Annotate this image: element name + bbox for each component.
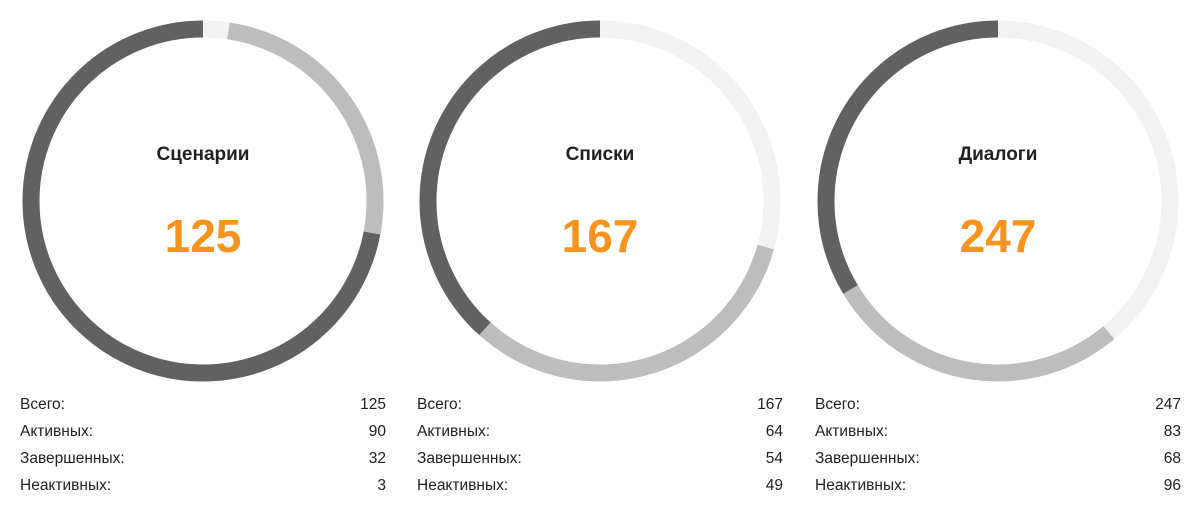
chart-panel-scenarios: Сценарии 125 Всего: 125 Активных: 90 Зав… <box>20 0 386 521</box>
donut-svg <box>419 20 781 382</box>
stat-value: 3 <box>377 477 386 494</box>
stat-label: Завершенных: <box>417 450 522 467</box>
stat-label: Завершенных: <box>815 450 920 467</box>
stat-value: 247 <box>1155 396 1181 413</box>
chart-panel-dialogs: Диалоги 247 Всего: 247 Активных: 83 Заве… <box>815 0 1181 521</box>
stat-value: 83 <box>1163 423 1181 440</box>
stat-row-completed: Завершенных: 32 <box>20 448 386 475</box>
donut-svg <box>22 20 384 382</box>
stat-label: Неактивных: <box>815 477 907 494</box>
donut-chart: Диалоги 247 <box>815 18 1181 384</box>
donut-svg <box>817 20 1179 382</box>
donut-segment-inactive <box>22 20 384 382</box>
chart-title: Списки <box>565 144 635 165</box>
chart-panel-lists: Списки 167 Всего: 167 Активных: 64 Завер… <box>417 0 783 521</box>
donut-chart: Сценарии 125 <box>20 18 386 384</box>
stats-list: Всего: 167 Активных: 64 Завершенных: 54 … <box>417 394 783 502</box>
stat-label: Всего: <box>417 396 462 413</box>
stat-label: Неактивных: <box>20 477 112 494</box>
stats-list: Всего: 125 Активных: 90 Завершенных: 32 … <box>20 394 386 502</box>
stat-row-total: Всего: 247 <box>815 394 1181 421</box>
stat-label: Завершенных: <box>20 450 125 467</box>
stat-row-inactive: Неактивных: 3 <box>20 475 386 502</box>
stat-row-total: Всего: 167 <box>417 394 783 421</box>
stat-value: 54 <box>765 450 783 467</box>
stat-value: 90 <box>368 423 386 440</box>
stat-row-completed: Завершенных: 54 <box>417 448 783 475</box>
chart-title: Сценарии <box>156 144 250 165</box>
stat-value: 167 <box>757 396 783 413</box>
donut-segment-completed <box>817 20 1179 382</box>
stat-row-active: Активных: 83 <box>815 421 1181 448</box>
stat-row-inactive: Неактивных: 96 <box>815 475 1181 502</box>
stat-value: 125 <box>360 396 386 413</box>
stat-row-completed: Завершенных: 68 <box>815 448 1181 475</box>
stat-label: Всего: <box>20 396 65 413</box>
stat-value: 49 <box>765 477 783 494</box>
stat-value: 96 <box>1163 477 1181 494</box>
stat-label: Активных: <box>417 423 491 440</box>
stat-value: 32 <box>368 450 386 467</box>
stats-list: Всего: 247 Активных: 83 Завершенных: 68 … <box>815 394 1181 502</box>
chart-total: 167 <box>561 210 639 262</box>
stat-label: Всего: <box>815 396 860 413</box>
stat-row-active: Активных: 90 <box>20 421 386 448</box>
donut-segment-completed <box>419 20 781 382</box>
donut-segment-completed <box>22 20 384 382</box>
stat-value: 68 <box>1163 450 1181 467</box>
donut-segment-inactive <box>817 20 1179 382</box>
donut-segment-inactive <box>419 20 781 382</box>
chart-total: 247 <box>959 210 1037 262</box>
chart-title: Диалоги <box>958 144 1038 165</box>
stat-row-inactive: Неактивных: 49 <box>417 475 783 502</box>
stat-row-total: Всего: 125 <box>20 394 386 421</box>
stat-label: Активных: <box>20 423 94 440</box>
stat-label: Неактивных: <box>417 477 509 494</box>
stat-label: Активных: <box>815 423 889 440</box>
chart-total: 125 <box>164 210 242 262</box>
donut-chart: Списки 167 <box>417 18 783 384</box>
stat-value: 64 <box>765 423 783 440</box>
stat-row-active: Активных: 64 <box>417 421 783 448</box>
